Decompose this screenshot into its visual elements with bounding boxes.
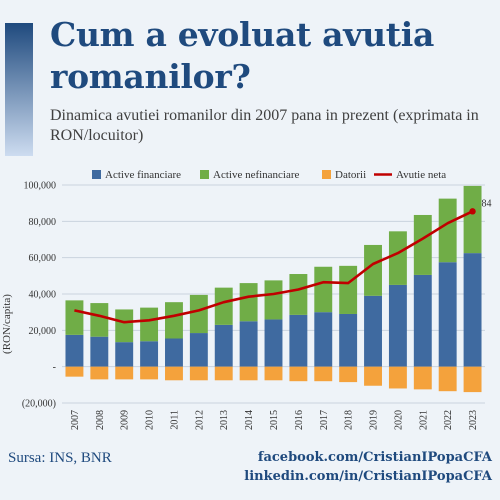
x-tick-label: 2023 — [468, 410, 479, 430]
bar-datorii — [214, 366, 233, 381]
wealth-chart: (20,000) - 20,000 40,000 60,000 80,000 100,000… — [1, 169, 492, 430]
bar-datorii — [65, 366, 84, 377]
x-tick-label: 2014 — [244, 410, 255, 430]
y-tick-label: - — [53, 362, 56, 373]
bar-datorii — [463, 366, 482, 393]
bar-active-financiare — [90, 336, 109, 367]
bar-active-nefinanciare — [140, 307, 159, 342]
y-tick-label: 20,000 — [29, 326, 57, 337]
bar-active-nefinanciare — [463, 185, 482, 254]
bar-active-nefinanciare — [339, 265, 358, 314]
bar-active-nefinanciare — [413, 214, 432, 275]
y-tick-label: (20,000) — [22, 399, 56, 410]
bar-datorii — [314, 366, 333, 382]
x-tick-label: 2012 — [194, 410, 205, 430]
bar-datorii — [140, 366, 159, 380]
bar-active-nefinanciare — [289, 274, 308, 315]
bar-active-financiare — [264, 319, 283, 367]
x-tick-label: 2008 — [95, 410, 106, 430]
legend-swatch — [322, 170, 331, 179]
bar-datorii — [239, 366, 258, 381]
facebook-link[interactable]: facebook.com/CristianIPopaCFA — [257, 450, 492, 465]
bar-active-financiare — [189, 333, 208, 367]
y-tick-label: 80,000 — [29, 217, 57, 228]
bar-datorii — [413, 366, 432, 390]
bar-active-nefinanciare — [438, 198, 457, 263]
bar-datorii — [189, 366, 208, 381]
x-tick-label: 2022 — [443, 410, 454, 430]
bar-active-financiare — [214, 324, 233, 367]
x-tick-label: 2011 — [169, 410, 180, 430]
x-tick-label: 2007 — [70, 410, 81, 430]
legend-label: Active nefinanciare — [213, 169, 300, 181]
bar-active-financiare — [65, 334, 84, 367]
bar-active-nefinanciare — [239, 283, 258, 322]
x-tick-label: 2013 — [219, 410, 230, 430]
x-tick-label: 2016 — [294, 410, 305, 430]
bar-active-financiare — [165, 338, 183, 367]
bar-active-financiare — [239, 321, 258, 367]
bar-active-financiare — [314, 312, 333, 367]
bar-active-financiare — [289, 314, 308, 367]
y-axis-label: (RON/capita) — [1, 294, 13, 354]
legend-swatch — [200, 170, 209, 179]
x-tick-label: 2018 — [344, 410, 355, 430]
bar-active-financiare — [339, 313, 358, 367]
x-tick-label: 2015 — [269, 410, 280, 430]
bar-datorii — [115, 366, 134, 380]
bar-datorii — [339, 366, 358, 383]
x-tick-label: 2017 — [319, 410, 330, 430]
bar-active-financiare — [438, 262, 457, 367]
x-tick-label: 2010 — [145, 410, 156, 430]
bar-active-nefinanciare — [165, 302, 183, 339]
bar-datorii — [388, 366, 407, 389]
bar-active-nefinanciare — [189, 294, 208, 334]
legend-label: Active financiare — [105, 169, 181, 181]
bar-active-financiare — [115, 342, 134, 367]
avutie-neta-end-label: 84 — [482, 198, 492, 209]
bar-active-nefinanciare — [388, 231, 407, 285]
bar-active-nefinanciare — [115, 309, 134, 343]
line-avutie-neta — [74, 210, 474, 324]
page-title: Cum a evoluat avutia romanilor? — [50, 15, 435, 96]
bar-active-financiare — [463, 253, 482, 367]
legend-swatch — [92, 170, 101, 179]
linkedin-link[interactable]: linkedin.com/in/CristianIPopaCFA — [244, 469, 492, 484]
bar-datorii — [165, 366, 183, 381]
accent-bar — [5, 23, 33, 156]
legend-label: Datorii — [335, 169, 366, 181]
y-tick-label: 60,000 — [29, 253, 57, 264]
x-tick-label: 2019 — [369, 410, 380, 430]
y-tick-label: 100,000 — [24, 181, 57, 192]
y-tick-label: 40,000 — [29, 290, 57, 301]
bar-active-financiare — [388, 284, 407, 367]
bar-active-nefinanciare — [314, 266, 333, 313]
x-tick-label: 2020 — [393, 410, 404, 430]
bar-datorii — [289, 366, 308, 382]
bar-datorii — [364, 366, 382, 386]
bar-datorii — [438, 366, 457, 392]
bar-active-nefinanciare — [214, 287, 233, 325]
page-subtitle: Dinamica avutiei romanilor din 2007 pana… — [50, 107, 479, 144]
bar-datorii — [90, 366, 109, 380]
bar-active-nefinanciare — [90, 303, 109, 337]
footer-links: facebook.com/CristianIPopaCFA linkedin.c… — [244, 448, 492, 486]
x-tick-label: 2021 — [418, 410, 429, 430]
source-note: Sursa: INS, BNR — [8, 450, 112, 466]
bar-active-financiare — [364, 295, 382, 367]
bar-active-nefinanciare — [65, 300, 84, 335]
bar-active-nefinanciare — [264, 280, 283, 320]
bar-datorii — [264, 366, 283, 381]
avutie-neta-end-point — [469, 208, 476, 215]
bar-active-financiare — [413, 274, 432, 367]
bar-active-nefinanciare — [364, 244, 382, 296]
x-tick-label: 2009 — [120, 410, 131, 430]
legend-label: Avutie neta — [396, 169, 446, 181]
bar-active-financiare — [140, 341, 159, 367]
